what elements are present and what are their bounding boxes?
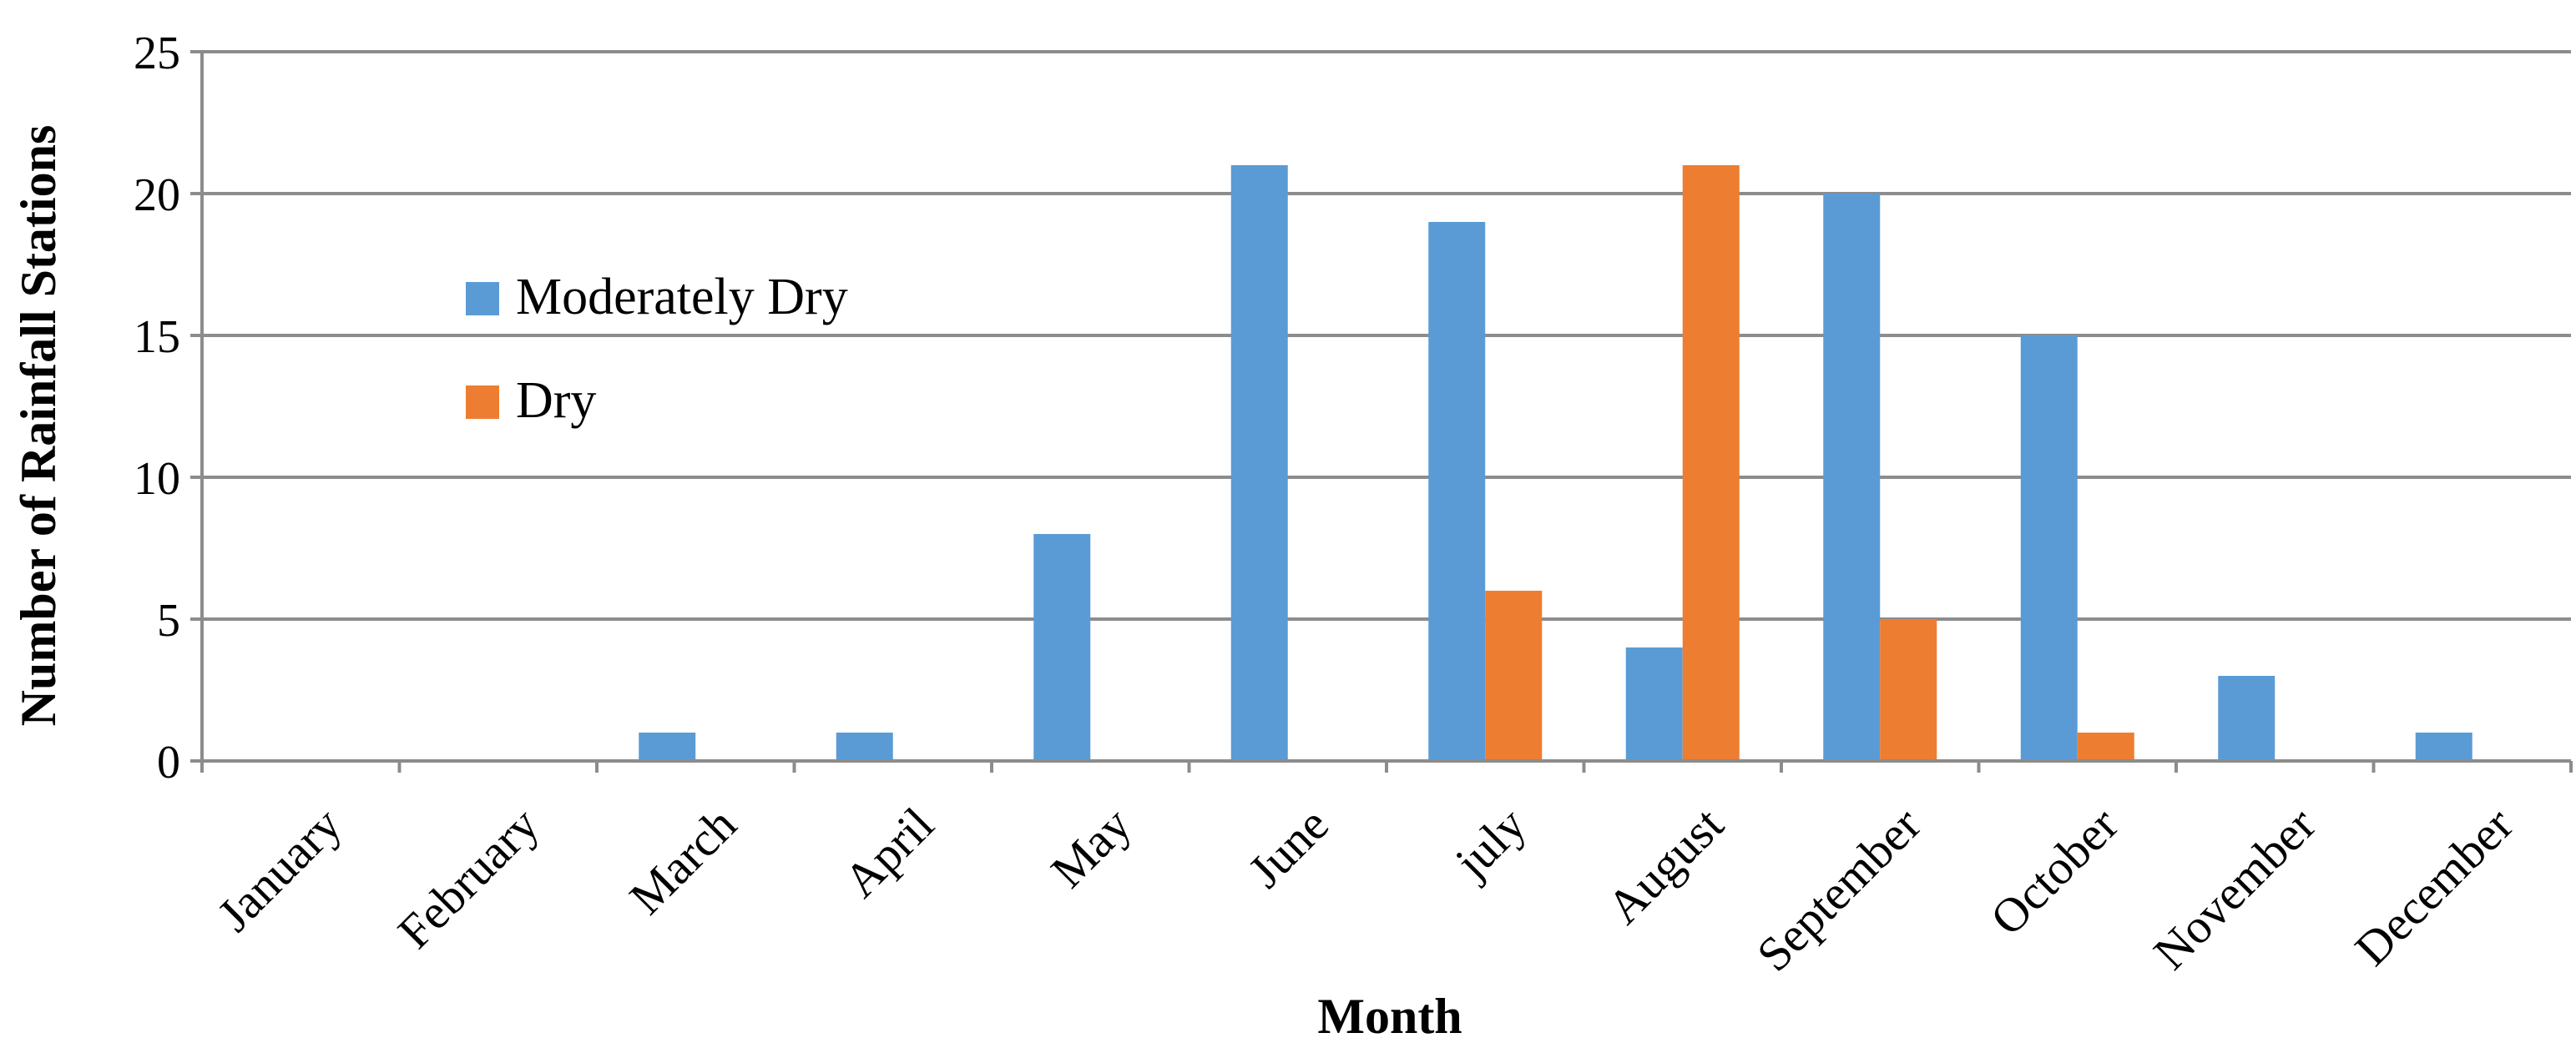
x-tick-label-april: April <box>833 797 944 908</box>
bar-moderately-dry-september <box>1823 194 1881 761</box>
bar-dry-october <box>2077 733 2134 761</box>
x-tick-label-september: September <box>1746 797 1931 981</box>
bar-moderately-dry-august <box>1625 647 1683 761</box>
bar-dry-september <box>1880 619 1937 761</box>
y-tick-label-5: 5 <box>157 595 180 647</box>
x-tick-label-may: May <box>1040 797 1141 898</box>
bar-dry-july <box>1485 591 1543 761</box>
x-tick-label-february: February <box>387 797 549 959</box>
y-tick-labels: 0 5 10 15 20 25 <box>134 28 180 788</box>
x-tick-label-july: july <box>1443 797 1536 889</box>
bar-moderately-dry-march <box>639 733 696 761</box>
x-axis-title: Month <box>1317 989 1462 1044</box>
x-tick-label-january: January <box>207 797 352 942</box>
x-tick-label-june: June <box>1238 797 1339 898</box>
x-tick-label-march: March <box>619 797 746 924</box>
legend-label-dry: Dry <box>516 372 596 429</box>
y-tick-label-25: 25 <box>134 28 180 79</box>
x-tick-label-december: December <box>2344 797 2523 975</box>
y-tick-label-0: 0 <box>157 737 180 788</box>
x-tick-label-august: August <box>1596 797 1733 934</box>
bar-moderately-dry-november <box>2218 676 2275 761</box>
y-tick-label-20: 20 <box>134 169 180 221</box>
legend: Moderately Dry Dry <box>466 269 848 429</box>
axes <box>190 50 2573 773</box>
bar-moderately-dry-december <box>2415 733 2472 761</box>
bar-moderately-dry-july <box>1428 222 1486 761</box>
legend-swatch-moderately-dry <box>466 282 499 315</box>
x-tick-labels: January February March April May June july Augu… <box>207 797 2523 981</box>
gridlines <box>202 50 2571 621</box>
x-tick-label-october: October <box>1980 797 2129 945</box>
bar-moderately-dry-april <box>836 733 893 761</box>
x-tick-label-november: November <box>2143 797 2326 980</box>
bar-moderately-dry-october <box>2020 335 2078 761</box>
bar-dry-august <box>1682 165 1740 761</box>
bars <box>639 165 2472 761</box>
legend-label-moderately-dry: Moderately Dry <box>516 269 848 325</box>
legend-swatch-dry <box>466 385 499 419</box>
bar-moderately-dry-may <box>1033 534 1091 761</box>
y-axis-title: Number of Rainfall Stations <box>11 125 66 727</box>
bar-moderately-dry-june <box>1230 165 1288 761</box>
y-tick-label-10: 10 <box>134 453 180 505</box>
y-tick-label-15: 15 <box>134 311 180 363</box>
